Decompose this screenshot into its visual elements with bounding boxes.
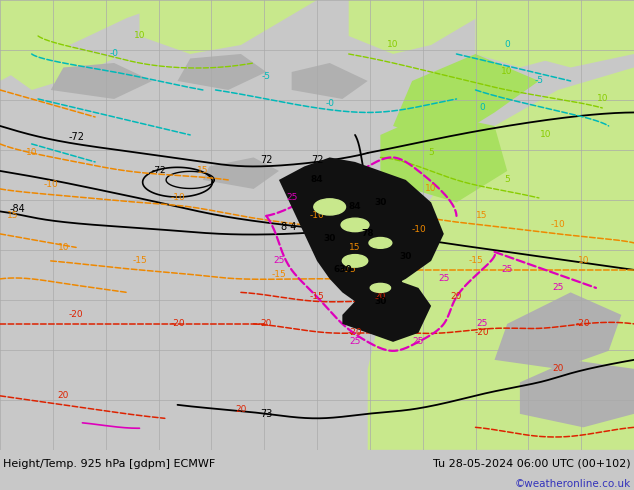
Text: ©weatheronline.co.uk: ©weatheronline.co.uk — [515, 479, 631, 489]
Ellipse shape — [369, 238, 392, 248]
Ellipse shape — [341, 218, 369, 232]
Text: 8 4: 8 4 — [281, 222, 296, 232]
Text: -5: -5 — [534, 76, 543, 85]
Text: -72: -72 — [151, 167, 166, 175]
Text: -20: -20 — [170, 319, 185, 328]
Text: -10: -10 — [411, 225, 426, 234]
Text: 10: 10 — [540, 130, 551, 140]
Text: -20: -20 — [576, 319, 591, 328]
Text: 15: 15 — [7, 211, 18, 220]
Text: -10: -10 — [550, 220, 566, 229]
Text: 20: 20 — [375, 293, 386, 301]
Polygon shape — [368, 68, 634, 450]
Text: 20: 20 — [261, 319, 272, 328]
Polygon shape — [476, 0, 634, 68]
Ellipse shape — [370, 283, 391, 293]
Text: 25: 25 — [286, 194, 297, 202]
Text: 30: 30 — [374, 198, 387, 207]
Polygon shape — [520, 0, 634, 68]
Text: 10: 10 — [26, 148, 37, 157]
Text: -15: -15 — [271, 270, 287, 279]
Polygon shape — [0, 36, 114, 90]
Polygon shape — [51, 63, 152, 99]
Text: -84: -84 — [10, 204, 25, 214]
Text: 25: 25 — [552, 283, 564, 293]
Text: 10: 10 — [58, 243, 69, 252]
Text: 73: 73 — [260, 409, 273, 419]
Text: 78: 78 — [361, 229, 374, 239]
Text: 20: 20 — [235, 405, 247, 414]
Text: -20: -20 — [347, 328, 363, 338]
Text: 20: 20 — [58, 392, 69, 400]
Text: 25: 25 — [438, 274, 450, 283]
Text: 10: 10 — [134, 31, 145, 41]
Text: 84: 84 — [349, 202, 361, 211]
Polygon shape — [0, 0, 178, 81]
Text: -10: -10 — [170, 194, 185, 202]
Polygon shape — [178, 54, 266, 90]
Polygon shape — [279, 157, 444, 301]
Polygon shape — [495, 293, 621, 369]
Text: 0: 0 — [479, 103, 485, 113]
Text: -72: -72 — [68, 132, 84, 142]
Text: 25: 25 — [413, 337, 424, 346]
Text: 0: 0 — [504, 41, 510, 49]
Polygon shape — [349, 0, 507, 54]
Polygon shape — [139, 0, 317, 54]
Text: 72: 72 — [260, 155, 273, 165]
Text: -0: -0 — [110, 49, 119, 58]
Polygon shape — [292, 63, 368, 99]
Text: 25: 25 — [273, 256, 285, 266]
Text: 72: 72 — [311, 155, 323, 165]
Text: 630: 630 — [333, 266, 352, 274]
Polygon shape — [203, 157, 279, 189]
Text: -10: -10 — [43, 180, 58, 189]
Text: 25: 25 — [476, 319, 488, 328]
Polygon shape — [393, 54, 539, 144]
Text: 20: 20 — [451, 293, 462, 301]
Text: 25: 25 — [501, 266, 513, 274]
Text: 30: 30 — [399, 252, 412, 261]
Text: -0: -0 — [325, 99, 334, 108]
Polygon shape — [380, 113, 507, 202]
Text: -20: -20 — [68, 310, 84, 319]
Text: -15: -15 — [132, 256, 147, 266]
Polygon shape — [520, 360, 634, 427]
Text: 15: 15 — [349, 243, 361, 252]
Text: -10: -10 — [309, 211, 325, 220]
Text: 5: 5 — [428, 148, 434, 157]
Text: 25: 25 — [349, 337, 361, 346]
Text: 10: 10 — [578, 256, 589, 266]
Text: -15: -15 — [468, 256, 483, 266]
Text: Height/Temp. 925 hPa [gdpm] ECMWF: Height/Temp. 925 hPa [gdpm] ECMWF — [3, 459, 216, 469]
Text: -20: -20 — [474, 328, 489, 338]
Text: -15: -15 — [341, 266, 356, 274]
Text: 10: 10 — [597, 95, 608, 103]
Ellipse shape — [314, 199, 346, 215]
Text: -5: -5 — [262, 72, 271, 81]
Text: 20: 20 — [552, 365, 564, 373]
Text: 10: 10 — [387, 41, 399, 49]
Text: 30: 30 — [374, 297, 387, 306]
Text: Tu 28-05-2024 06:00 UTC (00+102): Tu 28-05-2024 06:00 UTC (00+102) — [433, 459, 631, 469]
Text: 15: 15 — [197, 167, 209, 175]
Text: -15: -15 — [309, 293, 325, 301]
Text: 10: 10 — [425, 184, 437, 194]
Text: 30: 30 — [323, 234, 336, 243]
Text: 10: 10 — [501, 68, 513, 76]
Polygon shape — [342, 279, 431, 342]
Text: 84: 84 — [311, 175, 323, 184]
Text: 15: 15 — [476, 211, 488, 220]
Ellipse shape — [342, 255, 368, 267]
Text: 5: 5 — [504, 175, 510, 184]
